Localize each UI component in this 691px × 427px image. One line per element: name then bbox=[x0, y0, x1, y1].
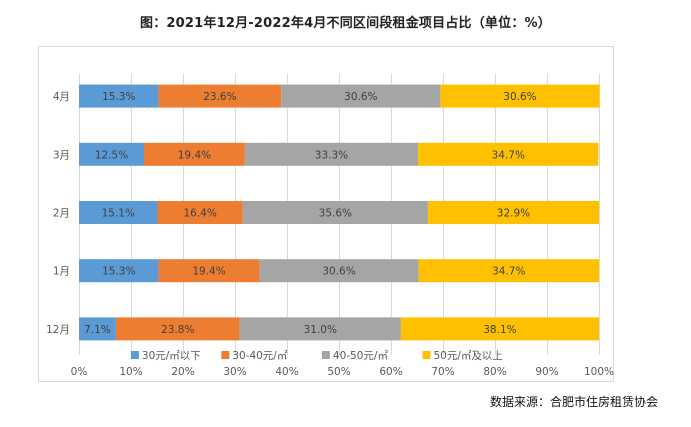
category-label: 3月 bbox=[53, 149, 70, 161]
legend-swatch bbox=[130, 351, 139, 359]
bar-segment bbox=[427, 201, 599, 224]
x-tick-label: 50% bbox=[327, 366, 350, 378]
data-label: 31.0% bbox=[304, 324, 337, 336]
data-label: 15.3% bbox=[102, 266, 135, 278]
data-label: 19.4% bbox=[178, 149, 211, 161]
bar-segment bbox=[259, 259, 419, 283]
x-tick-label: 90% bbox=[535, 366, 558, 378]
bar-segment bbox=[79, 84, 159, 108]
x-tick-label: 60% bbox=[379, 366, 402, 378]
category-label: 2月 bbox=[53, 208, 70, 220]
source-note: 数据来源：合肥市住房租赁协会 bbox=[490, 395, 659, 409]
bar-segment bbox=[418, 259, 599, 283]
bar-segment bbox=[79, 201, 158, 224]
bar-segment bbox=[79, 142, 144, 166]
legend-swatch bbox=[321, 351, 330, 359]
data-labels: 7.1% 23.8% 31.0% 38.1% 15.3% 19.4% 30.6% 34.7% 1… bbox=[84, 91, 537, 336]
x-tick-label: 0% bbox=[71, 366, 88, 378]
bar-segment bbox=[79, 317, 116, 341]
legend-item: 40-50元/㎡ bbox=[333, 350, 389, 362]
data-label: 12.5% bbox=[95, 149, 128, 161]
data-label: 16.4% bbox=[183, 208, 216, 220]
x-tick-label: 40% bbox=[275, 366, 298, 378]
bar-segment bbox=[242, 201, 428, 224]
data-label: 23.8% bbox=[161, 324, 194, 336]
x-tick-label: 10% bbox=[119, 366, 142, 378]
data-label: 15.1% bbox=[102, 208, 135, 220]
data-label: 32.9% bbox=[497, 208, 530, 220]
bar-segment bbox=[239, 317, 401, 341]
data-label: 38.1% bbox=[483, 324, 516, 336]
x-tick-label: 30% bbox=[223, 366, 246, 378]
data-label: 30.6% bbox=[322, 266, 355, 278]
data-label: 30.6% bbox=[344, 91, 377, 103]
bar-segment bbox=[440, 84, 600, 108]
bar-segment bbox=[79, 259, 159, 283]
data-label: 23.6% bbox=[203, 91, 236, 103]
legend: 30元/㎡以下 30-40元/㎡ 40-50元/㎡ 50元/㎡及以上 bbox=[130, 350, 503, 362]
legend-swatch bbox=[422, 351, 431, 359]
data-label: 35.6% bbox=[319, 208, 352, 220]
category-label: 1月 bbox=[53, 266, 70, 278]
x-tick-label: 20% bbox=[171, 366, 194, 378]
data-label: 15.3% bbox=[102, 91, 135, 103]
bar-segment bbox=[418, 142, 599, 166]
data-label: 34.7% bbox=[492, 266, 525, 278]
legend-item: 30元/㎡以下 bbox=[142, 350, 201, 362]
legend-swatch bbox=[221, 351, 230, 359]
bar-segment bbox=[157, 201, 243, 224]
value-axis: 0% 10% 20% 30% 40% 50% 60% 70% 80% 90% 100% bbox=[71, 366, 614, 378]
legend-item: 50元/㎡及以上 bbox=[434, 350, 503, 362]
data-label: 7.1% bbox=[84, 324, 111, 336]
bar-segment bbox=[158, 84, 282, 108]
bar-segment bbox=[281, 84, 441, 108]
bars bbox=[79, 84, 600, 341]
data-label: 34.7% bbox=[492, 149, 525, 161]
legend-item: 30-40元/㎡ bbox=[232, 350, 288, 362]
data-label: 30.6% bbox=[503, 91, 536, 103]
bar-segment bbox=[115, 317, 240, 341]
bar-segment bbox=[158, 259, 260, 283]
data-label: 19.4% bbox=[192, 266, 225, 278]
category-axis: 12月 1月 2月 3月 4月 bbox=[46, 91, 70, 336]
bar-segment bbox=[144, 142, 245, 166]
data-label: 33.3% bbox=[315, 149, 348, 161]
chart-frame bbox=[38, 46, 614, 382]
bar-segment bbox=[244, 142, 419, 166]
bar-segment bbox=[400, 317, 599, 341]
category-label: 12月 bbox=[46, 324, 70, 336]
x-tick-label: 100% bbox=[584, 366, 614, 378]
x-tick-label: 80% bbox=[483, 366, 506, 378]
x-tick-label: 70% bbox=[431, 366, 454, 378]
category-label: 4月 bbox=[53, 91, 70, 103]
chart-title: 图：2021年12月-2022年4月不同区间段租金项目占比（单位：%） bbox=[140, 16, 551, 31]
